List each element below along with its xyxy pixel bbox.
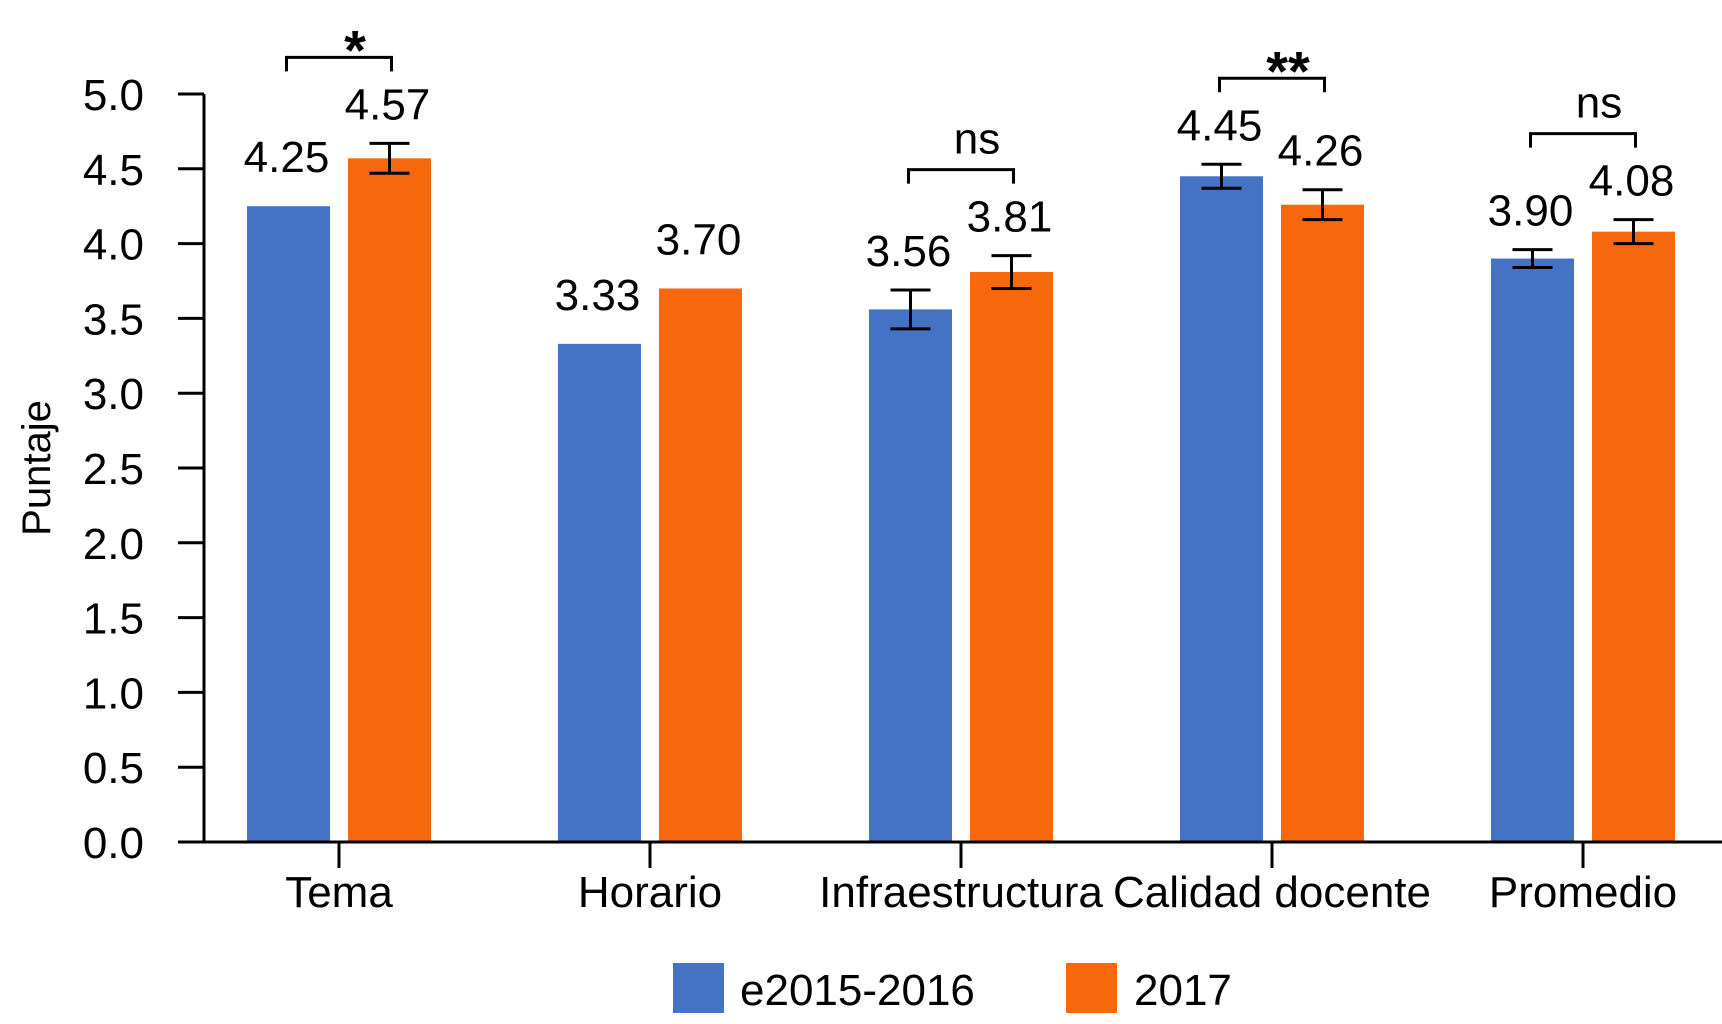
x-tick-label-infraestructura: Infraestructura — [819, 868, 1103, 917]
y-tick-label: 3.0 — [83, 370, 144, 419]
error-bar-2017-tema — [369, 141, 410, 175]
error-bar-2017-calidad-docente — [1302, 188, 1343, 222]
significance-bracket-calidad-docente: ** — [1218, 39, 1326, 102]
significance-bracket-tema: * — [285, 18, 393, 81]
y-axis-label: Puntaje — [15, 400, 59, 536]
data-label-2017-promedio: 4.08 — [1589, 157, 1675, 206]
bar-2017-calidad-docente — [1281, 204, 1364, 843]
significance-bracket-promedio: ns — [1529, 79, 1637, 148]
significance-label-promedio: ns — [1576, 79, 1622, 128]
significance-bracket-infraestructura: ns — [907, 115, 1015, 184]
y-tick-label: 2.0 — [83, 520, 144, 569]
legend-swatch-e2015-2016 — [673, 963, 724, 1013]
bar-e2015-2016-infraestructura — [869, 309, 952, 842]
error-bar-e2015-2016-promedio — [1512, 248, 1553, 270]
bar-2017-tema — [348, 158, 431, 842]
legend-label-e2015-2016: e2015-2016 — [740, 966, 975, 1015]
x-ticks: Tema Horario Infraestructura Calidad docent… — [285, 842, 1677, 917]
y-ticks: 0.0 0.5 1.0 1.5 2.0 2.5 3.0 3.5 4.0 4.5 5.0 — [83, 71, 204, 868]
x-tick-label-calidad-docente: Calidad docente — [1113, 868, 1431, 917]
data-label-2017-calidad-docente: 4.26 — [1278, 127, 1364, 176]
legend-swatch-2017 — [1066, 963, 1117, 1013]
legend: e2015-2016 2017 — [673, 963, 1232, 1015]
y-tick-label: 2.5 — [83, 445, 144, 494]
data-label-e2015-2016-tema: 4.25 — [244, 133, 330, 182]
bars-layer — [247, 158, 1675, 843]
error-bar-2017-promedio — [1613, 218, 1654, 246]
bar-e2015-2016-horario — [558, 343, 641, 842]
x-tick-label-horario: Horario — [578, 868, 722, 917]
data-label-e2015-2016-infraestructura: 3.56 — [866, 227, 952, 276]
y-tick-label: 1.5 — [83, 595, 144, 644]
data-labels-layer: 4.25 3.33 3.56 4.45 3.90 4.57 3.70 3.81 4.26 4.08 — [244, 80, 1675, 319]
legend-label-2017: 2017 — [1134, 966, 1232, 1015]
y-tick-label: 3.5 — [83, 295, 144, 344]
significance-label-infraestructura: ns — [954, 115, 1000, 164]
y-tick-label: 0.0 — [83, 819, 144, 868]
bar-2017-horario — [659, 288, 742, 843]
x-tick-label-promedio: Promedio — [1489, 868, 1677, 917]
y-tick-label: 4.5 — [83, 146, 144, 195]
significance-label-tema: * — [344, 18, 366, 81]
data-label-e2015-2016-promedio: 3.90 — [1488, 187, 1574, 236]
significance-layer: * ns ** ns — [285, 18, 1637, 184]
error-bars-layer — [369, 141, 1654, 331]
y-tick-label: 1.0 — [83, 669, 144, 718]
error-bar-e2015-2016-infraestructura — [890, 288, 931, 331]
error-bar-e2015-2016-calidad-docente — [1201, 162, 1242, 190]
y-tick-label: 4.0 — [83, 221, 144, 270]
bar-e2015-2016-calidad-docente — [1180, 176, 1263, 842]
data-label-e2015-2016-horario: 3.33 — [555, 271, 641, 320]
bar-e2015-2016-promedio — [1491, 258, 1574, 842]
data-label-2017-infraestructura: 3.81 — [967, 193, 1053, 242]
bar-2017-infraestructura — [970, 272, 1053, 842]
bar-2017-promedio — [1592, 231, 1675, 842]
y-tick-label: 5.0 — [83, 71, 144, 120]
data-label-2017-tema: 4.57 — [345, 80, 431, 129]
y-tick-label: 0.5 — [83, 744, 144, 793]
data-label-e2015-2016-calidad-docente: 4.45 — [1177, 101, 1263, 150]
data-label-2017-horario: 3.70 — [656, 215, 742, 264]
x-tick-label-tema: Tema — [285, 868, 393, 917]
significance-label-calidad-docente: ** — [1266, 39, 1310, 102]
error-bar-2017-infraestructura — [991, 254, 1032, 290]
bar-e2015-2016-tema — [247, 206, 330, 842]
